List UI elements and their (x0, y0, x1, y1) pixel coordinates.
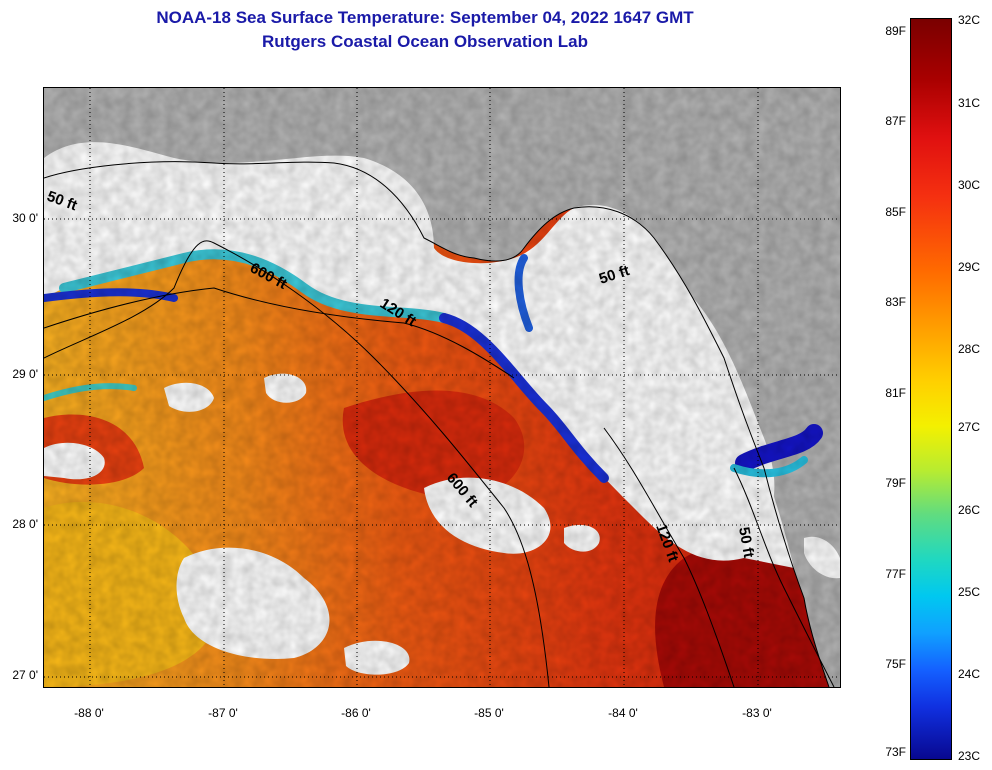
lat-label-28: 28 0' (12, 517, 38, 531)
lon-label-84: -84 0' (608, 706, 638, 720)
colorbar-c-label: 25C (958, 585, 981, 599)
lon-label-83: -83 0' (742, 706, 772, 720)
colorbar-c-label: 27C (958, 420, 981, 434)
coastline (44, 161, 830, 687)
colorbar-c-label: 24C (958, 667, 981, 681)
colorbar-f-label: 85F (885, 205, 906, 219)
colorbar-c-label: 29C (958, 260, 981, 274)
lon-label-85: -85 0' (474, 706, 504, 720)
colorbar-c-label: 32C (958, 13, 981, 27)
contour-120ft-east (603, 427, 735, 687)
temperature-colorbar (910, 18, 952, 760)
contour-600ft (44, 240, 550, 687)
lat-label-30: 30 0' (12, 211, 38, 225)
colorbar-f-label: 83F (885, 295, 906, 309)
map-subtitle: Rutgers Coastal Ocean Observation Lab (262, 32, 588, 51)
contour-120ft (44, 287, 515, 379)
colorbar-f-label: 81F (885, 386, 906, 400)
colorbar-c-label: 28C (958, 342, 981, 356)
lon-label-87: -87 0' (208, 706, 238, 720)
map-title: NOAA-18 Sea Surface Temperature: Septemb… (156, 8, 694, 27)
colorbar-f-label: 79F (885, 476, 906, 490)
contour-50ft-east (733, 467, 835, 687)
lat-label-29: 29 0' (12, 367, 38, 381)
depth-contours (44, 240, 835, 687)
colorbar-f-label: 89F (885, 24, 906, 38)
colorbar-c-label: 31C (958, 96, 981, 110)
lon-label-88: -88 0' (74, 706, 104, 720)
lat-lon-grid (44, 88, 840, 687)
colorbar-f-label: 73F (885, 745, 906, 759)
colorbar-f-label: 75F (885, 657, 906, 671)
colorbar-c-label: 23C (958, 749, 981, 763)
colorbar-f-label: 77F (885, 567, 906, 581)
colorbar-f-label: 87F (885, 114, 906, 128)
sst-map-canvas: 50 ft 600 ft 120 ft 50 ft 600 ft 120 ft … (44, 88, 840, 687)
lon-label-86: -86 0' (341, 706, 371, 720)
colorbar-c-label: 26C (958, 503, 981, 517)
lat-label-27: 27 0' (12, 668, 38, 682)
sst-map[interactable]: 50 ft 600 ft 120 ft 50 ft 600 ft 120 ft … (43, 87, 841, 688)
texture-overlay (44, 88, 840, 687)
colorbar-c-label: 30C (958, 178, 981, 192)
contour-label: 50 ft (735, 526, 757, 559)
